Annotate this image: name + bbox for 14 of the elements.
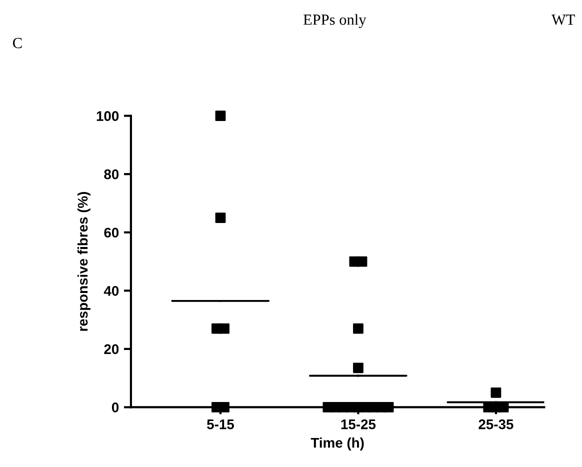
y-tick-label: 20	[104, 344, 119, 354]
x-tick-label: 5-15	[207, 420, 234, 430]
text: C	[12, 38, 22, 48]
y-axis-title: responsive fibres (%)	[77, 192, 90, 331]
x-tick-label: 25-35	[478, 419, 514, 430]
y-tick-label: 60	[104, 228, 119, 238]
y-tick-label: 0	[112, 402, 119, 412]
y-tick-label: 80	[104, 169, 119, 180]
x-tick-label: 15-25	[341, 419, 376, 430]
x-axis-title: Time (h)	[310, 438, 364, 450]
text: WT	[552, 14, 575, 25]
y-tick-label: 40	[104, 286, 119, 296]
y-tick-label: 100	[96, 111, 119, 121]
text: EPPs only	[303, 14, 366, 28]
